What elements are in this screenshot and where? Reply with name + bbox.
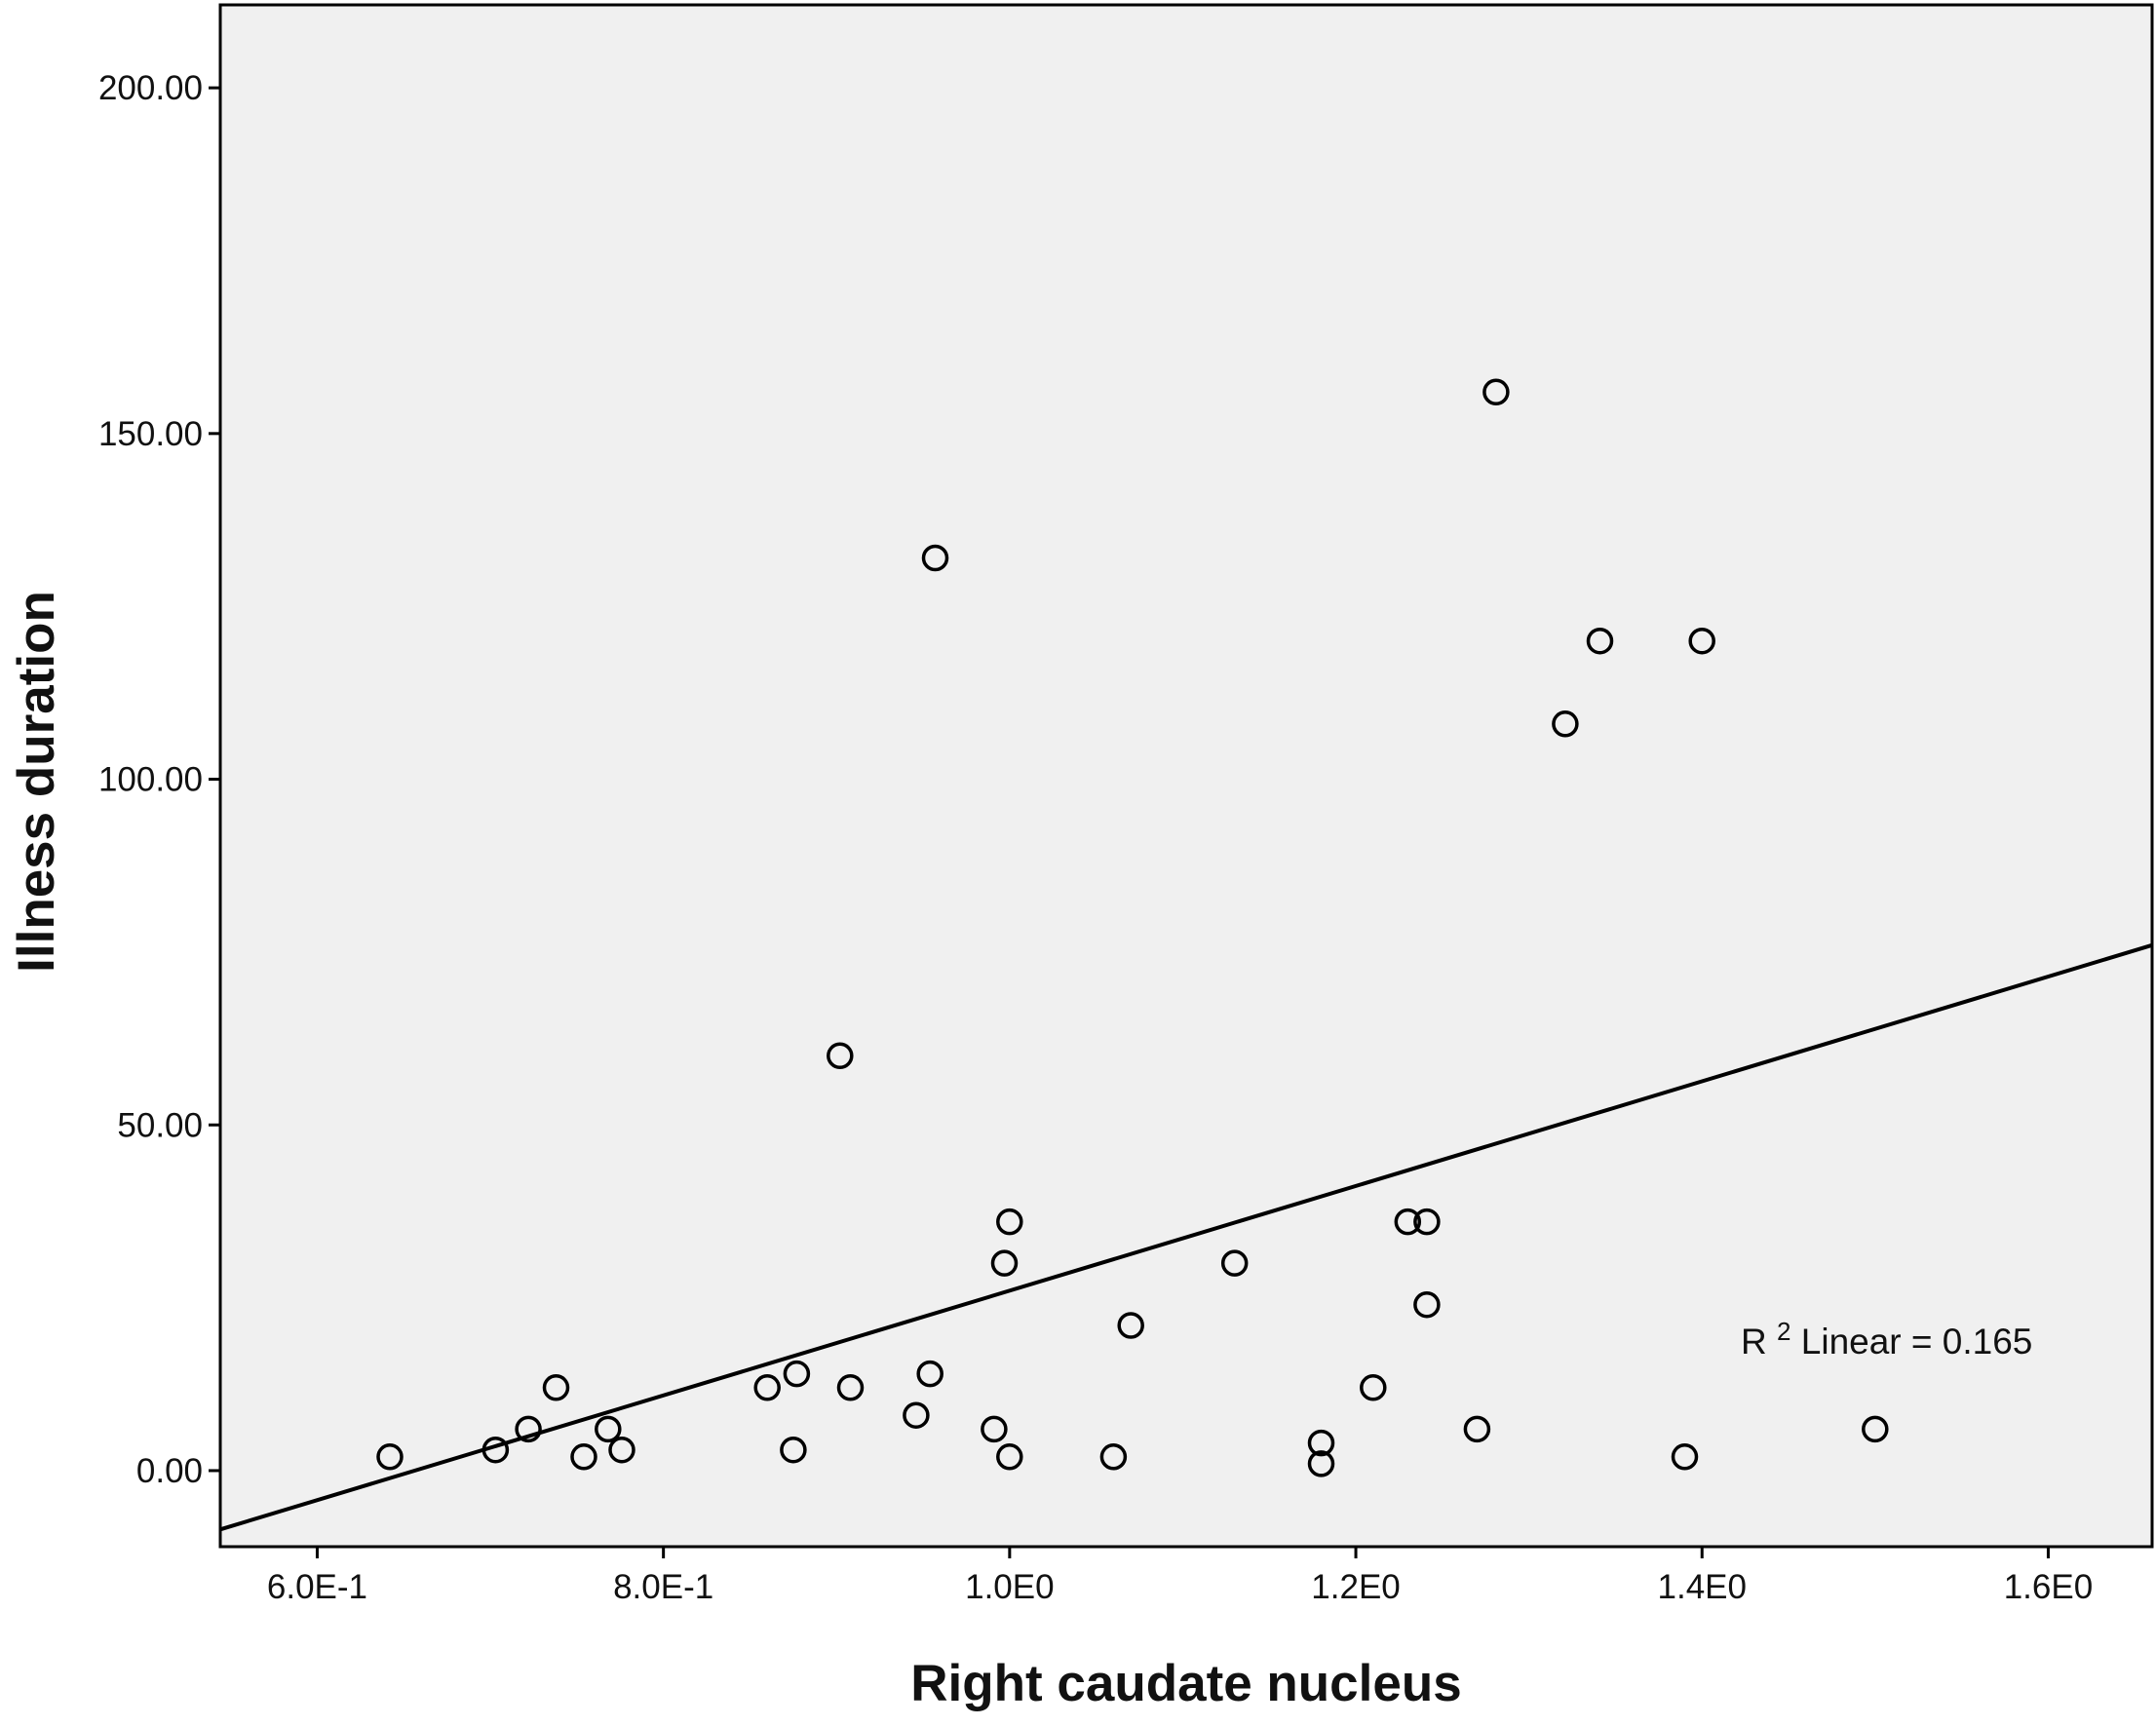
data-point bbox=[1671, 1443, 1699, 1471]
data-point bbox=[1413, 1208, 1441, 1236]
x-tick-label: 1.4E0 bbox=[1658, 1568, 1747, 1606]
x-tick-label: 6.0E-1 bbox=[267, 1568, 367, 1606]
data-point bbox=[827, 1042, 854, 1070]
data-point bbox=[1307, 1450, 1335, 1477]
data-point bbox=[780, 1436, 807, 1464]
r2-text: Linear = 0.165 bbox=[1801, 1322, 2033, 1362]
data-point bbox=[1688, 627, 1715, 655]
data-point bbox=[1413, 1290, 1441, 1319]
y-axis-title: Illness duration bbox=[8, 591, 65, 973]
x-ticks: 6.0E-1 8.0E-1 1.0E0 1.2E0 1.4E0 1.6E0 bbox=[267, 1547, 2093, 1606]
r2-superscript: 2 bbox=[1777, 1317, 1790, 1346]
data-point bbox=[1463, 1415, 1491, 1443]
data-point bbox=[376, 1443, 404, 1471]
data-point bbox=[1862, 1415, 1889, 1443]
y-tick-label: 200.00 bbox=[98, 69, 203, 107]
r2-prefix: R bbox=[1741, 1322, 1767, 1362]
x-tick-label: 8.0E-1 bbox=[613, 1568, 713, 1606]
x-tick-label: 1.2E0 bbox=[1311, 1568, 1400, 1606]
plot-area bbox=[218, 3, 2154, 1549]
data-point bbox=[1394, 1208, 1422, 1236]
y-tick-label: 50.00 bbox=[117, 1106, 203, 1144]
data-point bbox=[1552, 710, 1579, 738]
data-point bbox=[515, 1415, 542, 1443]
points-layer bbox=[376, 378, 1889, 1477]
data-point bbox=[916, 1360, 943, 1388]
data-point bbox=[1117, 1312, 1144, 1339]
x-tick-label: 1.6E0 bbox=[2004, 1568, 2093, 1606]
data-point bbox=[990, 1249, 1019, 1277]
y-tick-label: 0.00 bbox=[136, 1452, 203, 1490]
data-point bbox=[1307, 1429, 1335, 1457]
data-point bbox=[753, 1374, 781, 1401]
data-point bbox=[981, 1415, 1008, 1443]
data-point bbox=[903, 1401, 930, 1429]
data-point bbox=[1360, 1374, 1387, 1401]
data-point bbox=[570, 1443, 597, 1471]
y-ticks: 0.00 50.00 100.00 150.00 200.00 bbox=[98, 69, 220, 1490]
data-point bbox=[542, 1374, 570, 1401]
data-point bbox=[996, 1443, 1023, 1471]
data-point bbox=[783, 1360, 811, 1388]
data-point bbox=[608, 1436, 635, 1464]
data-point bbox=[1482, 378, 1510, 406]
y-tick-label: 150.00 bbox=[98, 415, 203, 453]
data-point bbox=[836, 1374, 865, 1401]
data-point bbox=[1099, 1443, 1128, 1471]
fit-line bbox=[219, 942, 2153, 1532]
data-point bbox=[921, 544, 949, 572]
x-tick-label: 1.0E0 bbox=[965, 1568, 1054, 1606]
data-point bbox=[481, 1436, 510, 1464]
data-point bbox=[1220, 1249, 1249, 1277]
data-point bbox=[1586, 627, 1614, 655]
data-point bbox=[996, 1208, 1023, 1236]
data-point bbox=[595, 1415, 622, 1443]
x-axis-title: Right caudate nucleus bbox=[910, 1655, 1461, 1712]
r2-annotation: R 2 Linear = 0.165 bbox=[1741, 1308, 2032, 1362]
y-tick-label: 100.00 bbox=[98, 761, 203, 799]
